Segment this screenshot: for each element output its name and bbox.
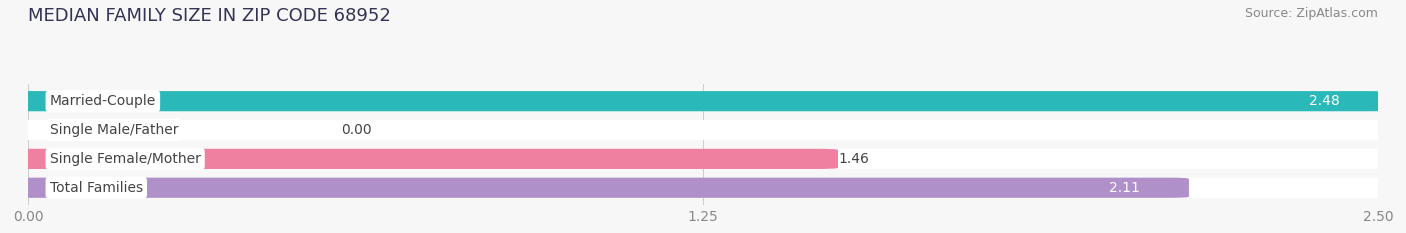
Text: Single Male/Father: Single Male/Father (49, 123, 179, 137)
FancyBboxPatch shape (7, 91, 1389, 111)
Text: 2.11: 2.11 (1109, 181, 1140, 195)
Text: Total Families: Total Families (49, 181, 143, 195)
Text: Single Female/Mother: Single Female/Mother (49, 152, 201, 166)
Text: MEDIAN FAMILY SIZE IN ZIP CODE 68952: MEDIAN FAMILY SIZE IN ZIP CODE 68952 (28, 7, 391, 25)
FancyBboxPatch shape (7, 149, 838, 169)
Text: Source: ZipAtlas.com: Source: ZipAtlas.com (1244, 7, 1378, 20)
FancyBboxPatch shape (7, 178, 1399, 198)
Text: 1.46: 1.46 (838, 152, 869, 166)
FancyBboxPatch shape (7, 91, 1399, 111)
FancyBboxPatch shape (7, 178, 1189, 198)
Text: 0.00: 0.00 (342, 123, 373, 137)
Text: Married-Couple: Married-Couple (49, 94, 156, 108)
FancyBboxPatch shape (7, 120, 1399, 140)
Text: 2.48: 2.48 (1309, 94, 1340, 108)
FancyBboxPatch shape (7, 149, 1399, 169)
